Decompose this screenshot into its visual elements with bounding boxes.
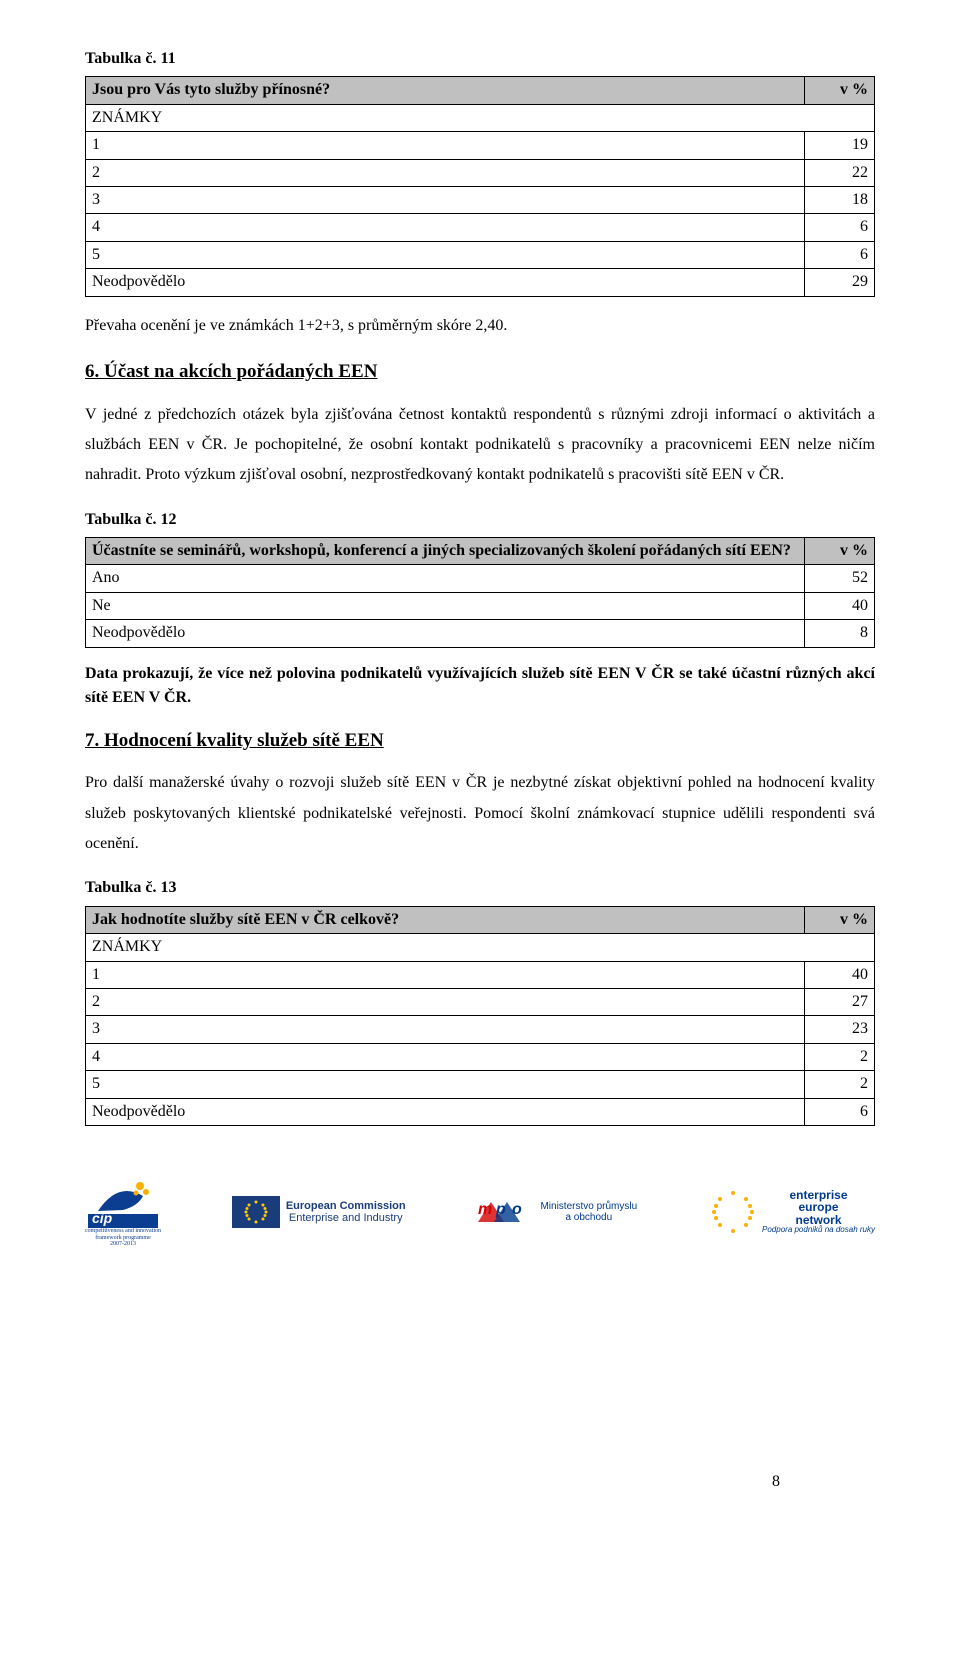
- svg-text:cip: cip: [92, 1210, 113, 1226]
- cip-logo: cip competitiveness and innovation frame…: [85, 1176, 161, 1248]
- table-12-caption: Tabulka č. 12: [85, 509, 875, 531]
- table-row: Neodpovědělo6: [86, 1098, 875, 1125]
- cip-logo-icon: cip: [88, 1176, 158, 1228]
- table-12: Účastníte se seminářů, workshopů, konfer…: [85, 537, 875, 648]
- table-row: 52: [86, 1071, 875, 1098]
- mpo-logo: m p o Ministerstvo průmyslu a obchodu: [476, 1192, 637, 1232]
- paragraph-after-12: Data prokazují, že více než polovina pod…: [85, 662, 875, 710]
- table-row: Neodpovědělo29: [86, 269, 875, 296]
- table-12-question: Účastníte se seminářů, workshopů, konfer…: [86, 538, 805, 565]
- eu-commission-logo: European Commission Enterprise and Indus…: [232, 1196, 406, 1228]
- section-7-title: 7. Hodnocení kvality služeb sítě EEN: [85, 728, 875, 755]
- table-row: Ne40: [86, 592, 875, 619]
- table-11-caption: Tabulka č. 11: [85, 48, 875, 70]
- svg-text:m: m: [478, 1201, 492, 1218]
- eu-line1: European Commission: [286, 1200, 406, 1212]
- table-row: 227: [86, 988, 875, 1015]
- table-13-subhead: ZNÁMKY: [86, 934, 875, 961]
- eu-line2: Enterprise and Industry: [286, 1212, 406, 1224]
- section-7-paragraph: Pro další manažerské úvahy o rozvoji slu…: [85, 768, 875, 859]
- table-11-subhead: ZNÁMKY: [86, 104, 875, 131]
- mpo-line2: a obchodu: [540, 1212, 637, 1223]
- svg-text:o: o: [512, 1201, 522, 1218]
- eu-flag-icon: [232, 1196, 280, 1228]
- section-6-title: 6. Účast na akcích pořádaných EEN: [85, 359, 875, 386]
- table-row: 56: [86, 241, 875, 268]
- table-row: Ano52: [86, 565, 875, 592]
- table-row: 140: [86, 961, 875, 988]
- een-line2: europe: [762, 1201, 875, 1214]
- page-number: 8: [772, 1471, 780, 1493]
- een-sub: Podpora podniků na dosah ruky: [762, 1226, 875, 1235]
- table-11-question: Jsou pro Vás tyto služby přínosné?: [86, 77, 805, 104]
- section-6-paragraph: V jedné z předchozích otázek byla zjišťo…: [85, 400, 875, 491]
- table-11: Jsou pro Vás tyto služby přínosné? v % Z…: [85, 76, 875, 296]
- een-stars-icon: [708, 1187, 758, 1237]
- table-row: Neodpovědělo8: [86, 620, 875, 647]
- table-13: Jak hodnotíte služby sítě EEN v ČR celko…: [85, 906, 875, 1126]
- table-row: 119: [86, 132, 875, 159]
- table-row: 318: [86, 186, 875, 213]
- table-11-pct-label: v %: [805, 77, 875, 104]
- table-13-question: Jak hodnotíte služby sítě EEN v ČR celko…: [86, 906, 805, 933]
- table-12-pct-label: v %: [805, 538, 875, 565]
- table-13-caption: Tabulka č. 13: [85, 877, 875, 899]
- mpo-logo-icon: m p o: [476, 1192, 536, 1232]
- mpo-line1: Ministerstvo průmyslu: [540, 1201, 637, 1212]
- cip-caption: competitiveness and innovation framework…: [85, 1228, 161, 1248]
- table-row: 46: [86, 214, 875, 241]
- table-row: 323: [86, 1016, 875, 1043]
- een-logo: enterprise europe network Podpora podnik…: [708, 1187, 875, 1237]
- table-13-pct-label: v %: [805, 906, 875, 933]
- table-row: 222: [86, 159, 875, 186]
- footer-logos: cip competitiveness and innovation frame…: [85, 1176, 875, 1248]
- svg-text:p: p: [495, 1201, 506, 1218]
- paragraph-after-11: Převaha ocenění je ve známkách 1+2+3, s …: [85, 311, 875, 341]
- table-row: 42: [86, 1043, 875, 1070]
